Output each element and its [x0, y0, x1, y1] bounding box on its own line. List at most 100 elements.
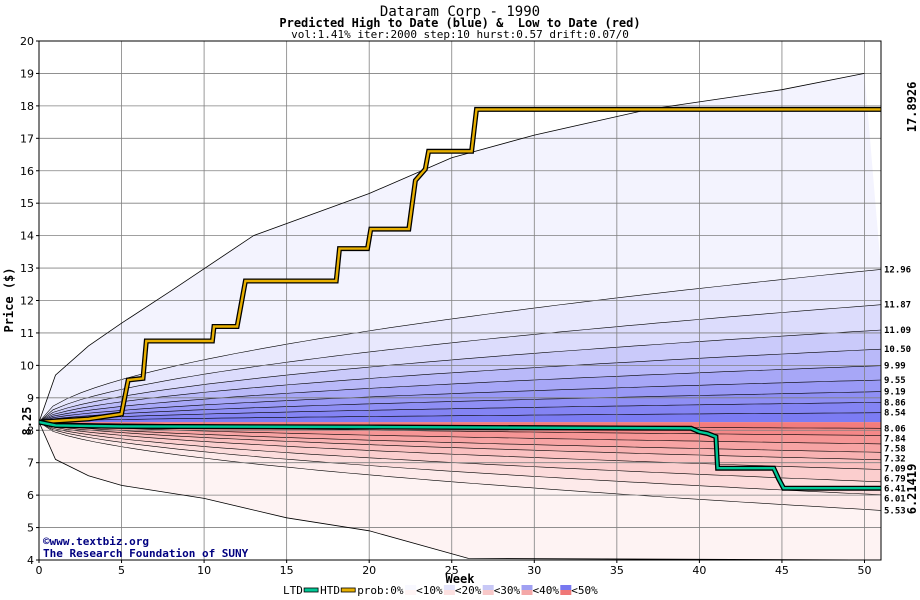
low-band-end-label-1: 7.84	[884, 434, 906, 444]
low-band-6	[39, 422, 881, 482]
y-tick-label-5: 5	[27, 522, 34, 535]
legend-swatch-blue-3	[521, 585, 533, 590]
y-tick-label-20: 20	[20, 35, 34, 48]
high-band-end-label-5: 9.55	[884, 376, 906, 386]
low-band-end-label-8: 5.53	[884, 506, 906, 516]
low-band-4	[39, 422, 881, 460]
high-band-4	[39, 349, 881, 423]
band-boundary-8	[38, 412, 882, 423]
y-tick-label-13: 13	[20, 262, 34, 275]
x-tick-label-15: 15	[280, 564, 294, 577]
high-band-3	[39, 330, 881, 423]
high-band-0	[39, 73, 881, 423]
high-band-end-label-6: 9.19	[884, 388, 906, 398]
legend-htd-label: HTD	[320, 584, 340, 597]
legend-swatch-red-4	[560, 590, 572, 595]
legend-swatch-red-1	[443, 590, 455, 595]
y-tick-label-7: 7	[27, 457, 34, 470]
high-band-1	[39, 269, 881, 423]
y-axis-label: Price ($)	[2, 267, 16, 332]
low-band-end-label-0: 8.06	[884, 424, 906, 434]
legend-ltd-label: LTD	[283, 584, 303, 597]
probability-bands	[38, 73, 882, 560]
ltd-line	[38, 420, 881, 490]
low-band-7	[39, 422, 881, 495]
x-tick-label-25: 25	[445, 564, 459, 577]
legend: LTD HTD prob:0% <10% <20% <30% <40% <50%	[283, 584, 598, 597]
legend-item-2: <30%	[494, 584, 521, 597]
x-tick-label-30: 30	[527, 564, 541, 577]
legend-swatch-blue-4	[560, 585, 572, 590]
low-band-end-label-2: 7.58	[884, 444, 906, 454]
low-band-8	[39, 422, 881, 511]
band-boundary-7	[38, 402, 882, 423]
high-band-7	[39, 391, 881, 423]
outer-envelope	[38, 73, 882, 561]
band-boundary-1	[38, 304, 882, 423]
legend-swatch-red-0	[405, 590, 417, 595]
band-boundary-2	[38, 329, 882, 423]
x-axis-label: Week	[446, 572, 476, 586]
y-tick-label-14: 14	[20, 230, 34, 243]
low-band-end-label-6: 6.41	[884, 484, 906, 494]
low-band-2	[39, 422, 881, 444]
outer-lower-line	[38, 421, 882, 561]
band-boundary-16	[38, 421, 882, 496]
chart-title: Dataram Corp - 1990	[380, 4, 540, 20]
high-band-end-label-0: 12.96	[884, 265, 911, 275]
y-tick-label-18: 18	[20, 100, 34, 113]
low-band-end-label-7: 6.01	[884, 494, 906, 504]
grid-lines	[39, 41, 881, 560]
band-boundary-12	[38, 421, 882, 453]
y-tick-label-4: 4	[27, 554, 34, 567]
axis-ticks: 0 5 10 15 20 25 30 35 40 45 5045678910111213141516…	[20, 35, 871, 577]
y-tick-label-11: 11	[20, 327, 34, 340]
band-boundary-14	[38, 421, 882, 470]
copyright-credit: ©www.textbiz.org	[43, 535, 149, 548]
high-band-9	[39, 412, 881, 423]
legend-swatch-blue-0	[405, 585, 417, 590]
band-boundary-6	[38, 391, 882, 423]
foundation-credit: The Research Foundation of SUNY	[43, 547, 249, 560]
band-boundary-5	[38, 379, 882, 423]
x-tick-label-35: 35	[610, 564, 624, 577]
x-tick-label-40: 40	[692, 564, 706, 577]
band-boundary-17	[38, 421, 882, 511]
band-boundary-4	[38, 365, 882, 423]
high-band-end-label-3: 10.50	[884, 345, 911, 355]
low-band-end-label-5: 6.79	[884, 474, 906, 484]
band-boundary-3	[38, 348, 882, 423]
y-tick-label-15: 15	[20, 197, 34, 210]
x-tick-label-0: 0	[36, 564, 43, 577]
outer-upper-line	[38, 73, 865, 423]
band-boundary-13	[38, 421, 882, 461]
high-band-end-label-4: 9.99	[884, 362, 906, 372]
chart-subtitle: Predicted High to Date (blue) & Low to D…	[279, 16, 640, 30]
legend-swatch-red-3	[521, 590, 533, 595]
x-tick-label-50: 50	[857, 564, 871, 577]
legend-swatch-blue-2	[482, 585, 494, 590]
low-band-end-label-3: 7.32	[884, 454, 906, 464]
y-tick-label-9: 9	[27, 392, 34, 405]
legend-item-1: <20%	[455, 584, 482, 597]
y-tick-label-8: 8	[27, 424, 34, 437]
band-end-labels: 12.96 11.87 11.09 10.50 9.99 9.55 9.198.868.54…	[884, 265, 911, 516]
low-band-end-label-4: 7.09	[884, 464, 906, 474]
series-lines	[38, 106, 881, 491]
legend-prob-label: prob:0%	[357, 584, 404, 597]
high-band-end-label-8: 8.54	[884, 409, 906, 419]
low-band-5	[39, 422, 881, 470]
htd-final-value: 17.8926	[905, 82, 919, 133]
x-tick-label-10: 10	[197, 564, 211, 577]
high-band-end-label-7: 8.86	[884, 398, 906, 408]
start-price-label: 8.25	[20, 407, 34, 436]
high-band-5	[39, 365, 881, 423]
legend-ltd-swatch	[303, 587, 319, 593]
y-tick-label-12: 12	[20, 295, 34, 308]
y-tick-label-17: 17	[20, 132, 34, 145]
legend-swatch-red-2	[482, 590, 494, 595]
low-band-9	[39, 422, 881, 560]
chart-parameters: vol:1.41% iter:2000 step:10 hurst:0.57 d…	[291, 28, 629, 41]
high-band-2	[39, 304, 881, 423]
x-tick-label-45: 45	[775, 564, 789, 577]
